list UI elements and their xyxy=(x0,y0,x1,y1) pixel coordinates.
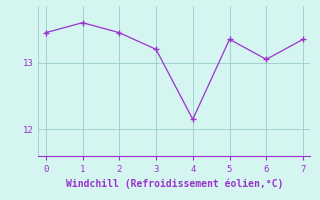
X-axis label: Windchill (Refroidissement éolien,°C): Windchill (Refroidissement éolien,°C) xyxy=(66,178,283,189)
